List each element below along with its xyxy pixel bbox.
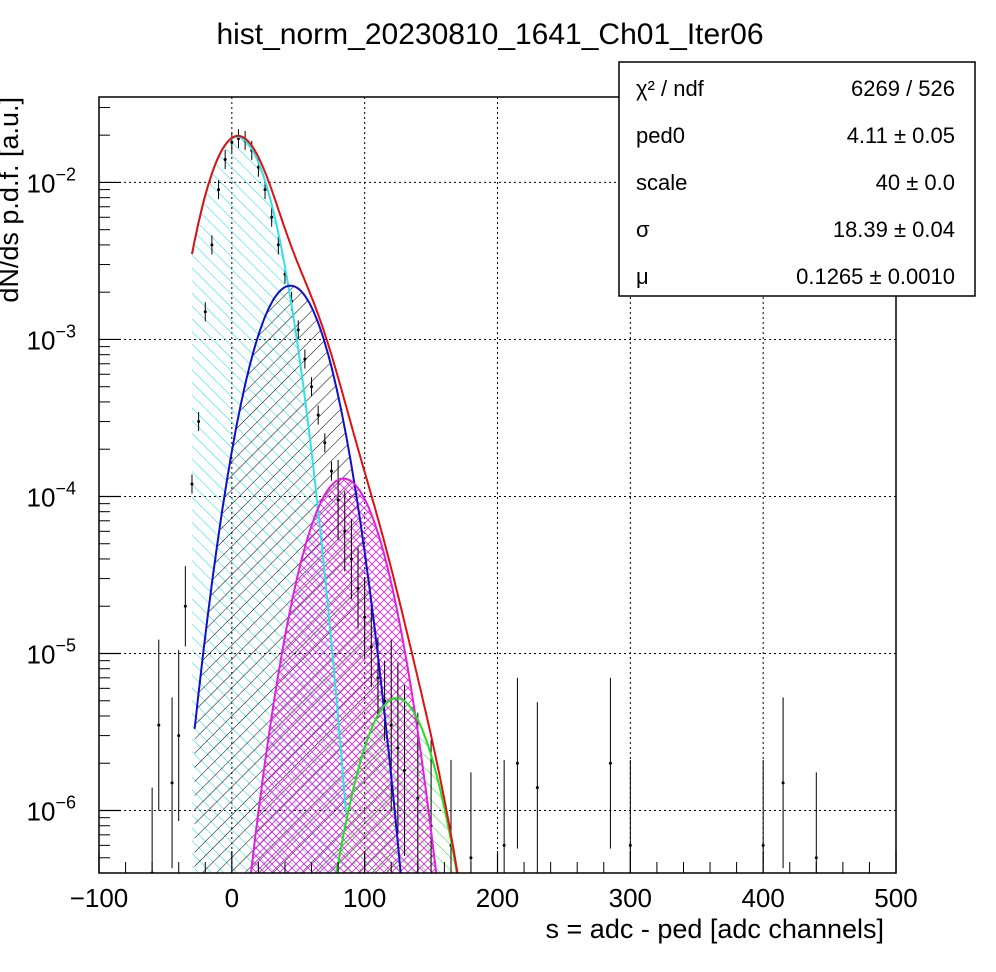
data-point xyxy=(416,796,420,800)
title: hist_norm_20230810_1641_Ch01_Iter06 xyxy=(216,18,763,51)
data-point xyxy=(270,215,274,219)
x-tick-label: −100 xyxy=(70,883,129,913)
data-point xyxy=(369,645,373,649)
stats-label: χ² / ndf xyxy=(636,76,705,101)
stats-value: 4.11 ± 0.05 xyxy=(847,123,955,148)
data-point xyxy=(356,586,360,590)
y-tick-label: 10−6 xyxy=(27,793,76,827)
stats-label: σ xyxy=(636,217,650,242)
data-point xyxy=(303,357,307,361)
chart-title: hist_norm_20230810_1641_Ch01_Iter06 xyxy=(216,18,763,51)
component-2-curve xyxy=(249,477,438,873)
data-point xyxy=(276,243,280,247)
data-point xyxy=(190,482,194,486)
data-point xyxy=(223,157,227,161)
data-point xyxy=(608,761,612,765)
data-point xyxy=(217,188,221,192)
y-axis: 10−6 10−5 10−4 10−3 10−2 xyxy=(27,107,121,874)
component-1-curve xyxy=(193,284,402,873)
x-tick-label: 500 xyxy=(874,883,917,913)
data-point xyxy=(628,843,632,847)
data-point xyxy=(349,557,353,561)
stats-rows: χ² / ndf 6269 / 526 ped0 4.11 ± 0.05 scale 40… xyxy=(636,76,955,289)
total-fit-curve xyxy=(191,134,459,873)
data-point xyxy=(183,604,187,608)
data-point xyxy=(781,781,785,785)
data-point xyxy=(363,615,367,619)
component-3-curve xyxy=(335,697,458,873)
data-point xyxy=(469,856,473,860)
y-tick-label: 10−4 xyxy=(27,478,76,512)
data-point xyxy=(177,734,181,738)
data-point xyxy=(323,441,327,445)
data-point xyxy=(336,498,340,502)
data-point xyxy=(170,781,174,785)
data-point xyxy=(814,856,818,860)
stats-label: ped0 xyxy=(636,123,685,148)
stats-box: χ² / ndf 6269 / 526 ped0 4.11 ± 0.05 scale 40… xyxy=(618,61,976,297)
data-point xyxy=(376,676,380,680)
stats-label: μ xyxy=(636,264,649,289)
y-axis-title: dN/ds p.d.f. [a.u.] xyxy=(0,97,24,303)
data-point xyxy=(210,243,214,247)
data-point xyxy=(535,786,539,790)
x-tick-label: 300 xyxy=(609,883,652,913)
data-point xyxy=(403,768,407,772)
data-point xyxy=(389,723,393,727)
data-point xyxy=(396,746,400,750)
data-point xyxy=(230,140,234,144)
stats-box-frame xyxy=(618,61,976,297)
stats-label: scale xyxy=(636,170,687,195)
y-tick-label: 10−2 xyxy=(27,164,76,198)
data-point xyxy=(263,188,267,192)
stats-value: 0.1265 ± 0.0010 xyxy=(796,264,955,289)
stats-value: 18.39 ± 0.04 xyxy=(833,217,955,242)
data-point xyxy=(310,385,314,389)
stats-value: 40 ± 0.0 xyxy=(876,170,955,195)
stats-value: 6269 / 526 xyxy=(851,76,955,101)
data-point xyxy=(502,843,506,847)
data-point xyxy=(515,761,519,765)
data-point xyxy=(343,529,347,533)
data-point xyxy=(329,469,333,473)
data-point xyxy=(157,723,161,727)
data-point xyxy=(296,328,300,332)
fit-curves xyxy=(191,134,459,873)
x-tick-label: 200 xyxy=(476,883,519,913)
x-axis-title: s = adc - ped [adc channels] xyxy=(546,914,884,944)
y-tick-label: 10−5 xyxy=(27,635,76,669)
x-tick-label: 100 xyxy=(343,883,386,913)
data-point xyxy=(197,420,201,424)
data-point xyxy=(761,843,765,847)
x-tick-label: 400 xyxy=(741,883,784,913)
x-tick-label: 0 xyxy=(225,883,239,913)
y-tick-label: 10−3 xyxy=(27,321,76,355)
data-point xyxy=(316,413,320,417)
x-axis: −100 0 100 200 300 400 500 xyxy=(70,851,918,913)
data-point xyxy=(203,310,207,314)
